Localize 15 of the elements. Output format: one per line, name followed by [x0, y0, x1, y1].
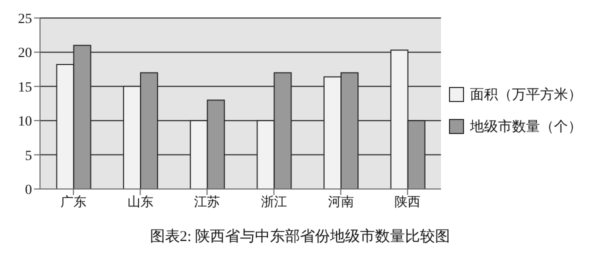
x-tick-label: 浙江	[260, 194, 287, 210]
x-tick-label: 广东	[60, 194, 86, 210]
x-tick-label: 陕西	[394, 194, 421, 210]
y-tick-label: 10	[18, 114, 32, 130]
legend-label: 地级市数量（个）	[470, 118, 582, 136]
x-tick-label: 江苏	[194, 194, 220, 210]
y-tick-label: 5	[25, 148, 32, 164]
y-tick-label: 20	[18, 46, 32, 62]
x-tick-label: 山东	[127, 194, 154, 210]
y-tick-label: 25	[18, 12, 32, 27]
x-tick-label: 河南	[328, 194, 354, 210]
y-tick-label: 0	[25, 182, 32, 198]
text: 图表2: 陕西省与中东部省份地级市数量比较图	[148, 227, 452, 246]
legend-label: 面积（万平方米）	[470, 86, 582, 104]
y-tick-label: 15	[18, 80, 32, 96]
